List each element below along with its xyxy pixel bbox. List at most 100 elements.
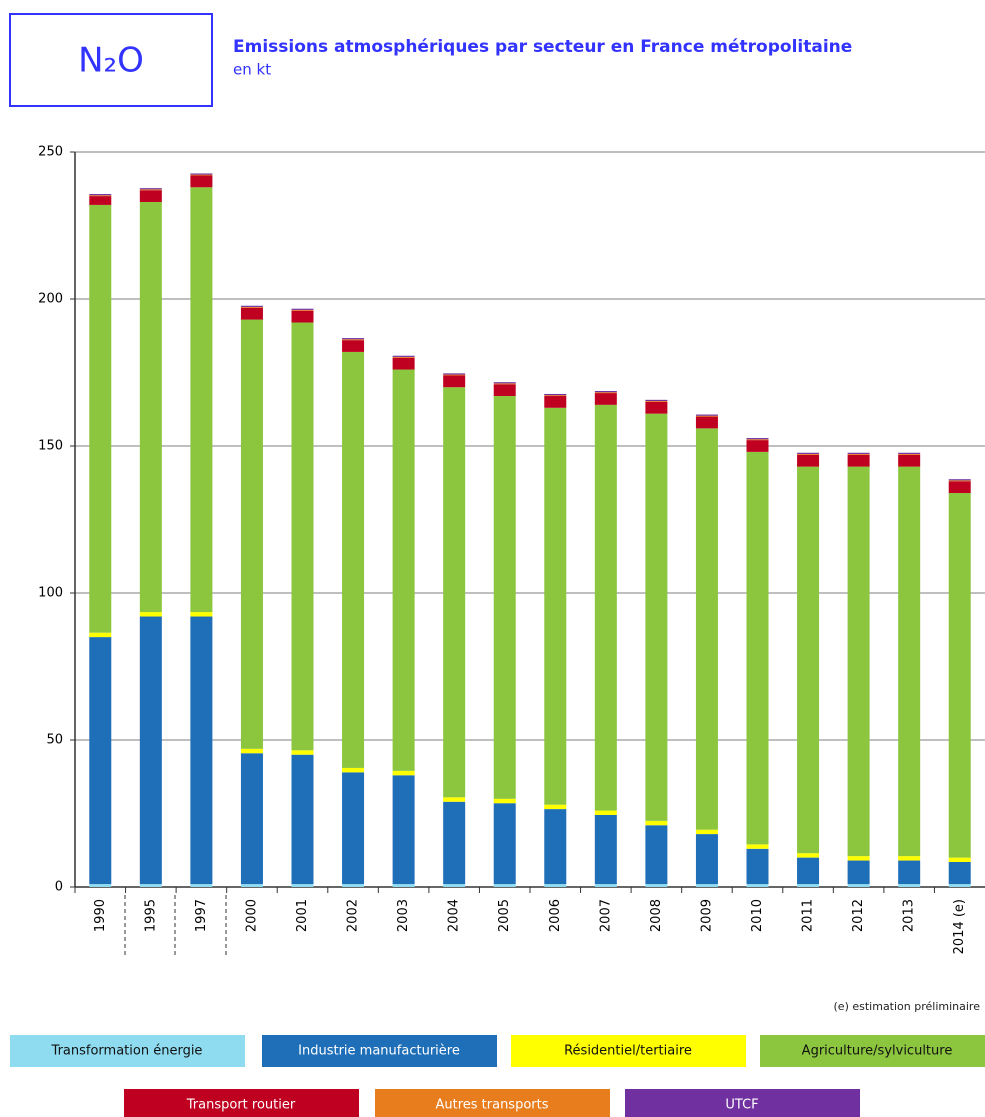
bar-segment (342, 339, 365, 341)
bar-segment (443, 387, 466, 798)
x-tick-label: 2007 (598, 899, 613, 932)
bar-segment (746, 848, 769, 885)
bar-segment (443, 374, 466, 376)
bar-segment (139, 188, 162, 190)
bar-segment (493, 382, 516, 384)
bar-segment (89, 196, 112, 205)
legend-label: Résidentiel/tertiaire (564, 1044, 692, 1059)
bar-segment (544, 407, 567, 805)
bar-segment (392, 770, 415, 776)
bar-segment (847, 856, 870, 861)
bar-segment (139, 884, 162, 887)
y-tick-label: 150 (38, 439, 63, 454)
chart-title: Emissions atmosphériques par secteur en … (233, 37, 852, 57)
bar-segment (847, 454, 870, 467)
bar-segment (139, 616, 162, 885)
legend-label: Transport routier (186, 1098, 296, 1113)
legend-label: Autres transports (435, 1098, 548, 1113)
bar-segment (645, 413, 668, 821)
bar-segment (240, 748, 263, 754)
x-tick-label: 2001 (295, 899, 310, 932)
bar-segment (89, 637, 112, 885)
bar-segment (89, 632, 112, 638)
bar-segment (898, 884, 921, 887)
box-label: N₂O (78, 41, 144, 81)
bar-segment (291, 310, 314, 323)
x-tick-label: 2005 (497, 899, 512, 932)
y-tick-label: 50 (46, 733, 63, 748)
bar-segment (139, 201, 162, 613)
x-tick-label: 1997 (194, 899, 209, 932)
bar-segment (139, 612, 162, 617)
bar-segment (847, 452, 870, 454)
bar-segment (594, 391, 617, 393)
bar-segment (797, 454, 820, 467)
bar-segment (240, 305, 263, 307)
bar-segment (645, 399, 668, 402)
bar-segment (797, 453, 820, 455)
bar-segment (493, 803, 516, 885)
bar-segment (493, 884, 516, 887)
bar-segment (594, 393, 617, 405)
bar-segment (746, 451, 769, 845)
legend-swatch (625, 1089, 860, 1117)
bar-segment (847, 453, 870, 455)
bar-segment (948, 481, 971, 494)
bar-segment (240, 306, 263, 308)
bar-segment (443, 373, 466, 375)
bar-segment (190, 174, 213, 176)
x-tick-label: 2004 (447, 899, 462, 932)
bar-segment (948, 857, 971, 863)
bar-segment (594, 810, 617, 815)
bar-segment (443, 375, 466, 388)
bar-segment (342, 767, 365, 773)
bar-segment (89, 195, 112, 197)
bar-segment (342, 340, 365, 352)
bar-segment (493, 383, 516, 385)
note: (e) estimation préliminaire (834, 1000, 981, 1013)
bar-segment (190, 173, 213, 175)
bar-segment (342, 338, 365, 340)
x-tick-label: 2008 (649, 899, 664, 932)
bar-segment (948, 480, 971, 482)
bar-segment (594, 392, 617, 394)
bar-segment (898, 856, 921, 861)
legend-label: UTCF (725, 1098, 758, 1113)
bar-segment (746, 440, 769, 452)
x-tick-label: 2013 (902, 899, 917, 932)
x-tick-label: 2003 (396, 899, 411, 932)
bar-segment (291, 750, 314, 755)
legend-label: Transformation énergie (51, 1044, 203, 1059)
bar-segment (190, 884, 213, 887)
bar-segment (695, 414, 718, 416)
bar-segment (342, 351, 365, 768)
bar-segment (493, 384, 516, 397)
bar-segment (594, 814, 617, 885)
bar-segment (695, 884, 718, 887)
legend-label: Agriculture/sylviculture (802, 1044, 953, 1059)
bar-segment (746, 884, 769, 887)
bar-segment (948, 493, 971, 858)
x-tick-label: 2009 (699, 899, 714, 932)
x-tick-label: 1990 (93, 899, 108, 932)
bar-segment (190, 175, 213, 188)
y-tick-label: 200 (38, 292, 63, 307)
bar-segment (797, 466, 820, 854)
bar-segment (392, 775, 415, 885)
chart-subtitle: en kt (233, 61, 271, 79)
legend-swatch (375, 1089, 610, 1117)
bar-segment (847, 466, 870, 857)
y-tick-label: 100 (38, 586, 63, 601)
bar-segment (240, 753, 263, 885)
bar-segment (746, 439, 769, 441)
legend-swatch (511, 1035, 746, 1067)
bar-segment (544, 809, 567, 885)
bar-segment (240, 884, 263, 887)
bar-segment (392, 884, 415, 887)
bar-segment (89, 194, 112, 196)
x-tick-label: 1995 (143, 899, 158, 932)
x-tick-label: 2014 (e) (952, 899, 967, 954)
bar-segment (695, 834, 718, 885)
bar-segment (139, 189, 162, 191)
label-box (9, 13, 213, 107)
